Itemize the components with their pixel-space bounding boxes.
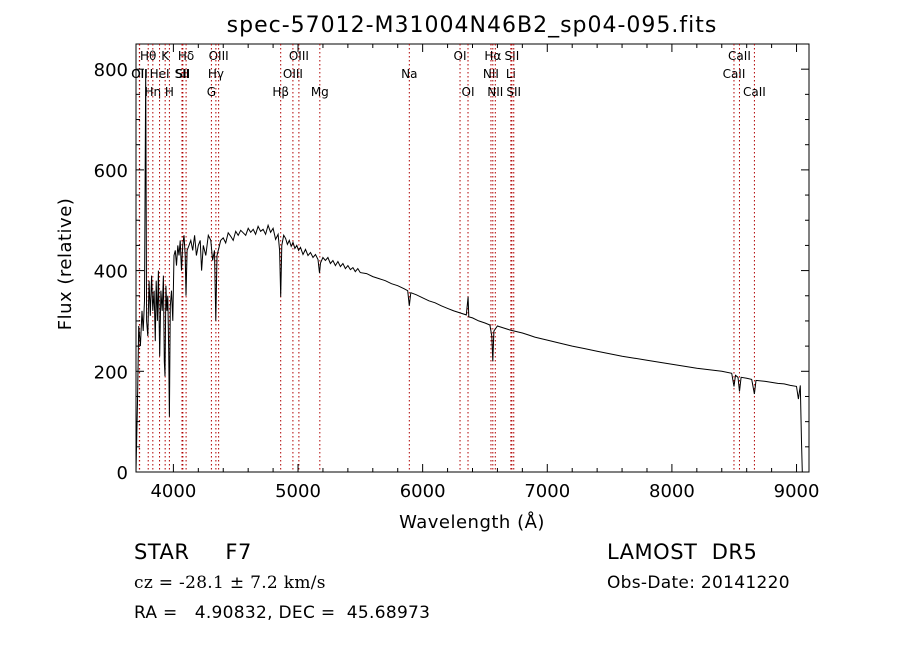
redshift-label: cz = -28.1 ± 7.2 km/s (134, 573, 326, 593)
line-marker-label: Li (506, 67, 516, 81)
line-marker-label: Hδ (178, 49, 194, 63)
x-tick-label: 4000 (150, 481, 196, 502)
line-marker-label: CaII (723, 67, 746, 81)
line-marker-label: H (165, 85, 174, 99)
line-marker-label: K (161, 49, 170, 63)
y-axis-label: Flux (relative) (55, 198, 76, 331)
line-marker-label: Hα (484, 49, 501, 63)
line-marker-label: SII (505, 49, 520, 63)
line-marker-label: OIII (209, 49, 229, 63)
spectrum-series-line (135, 69, 803, 473)
coordinates-label: RA = 4.90832, DEC = 45.68973 (134, 603, 431, 623)
line-marker-label: OII (131, 67, 148, 81)
axes: 4000 5000 6000 7000 8000 9000 0 200 400 600 800 (94, 44, 820, 502)
x-tick-label: 5000 (275, 481, 321, 502)
line-marker-label: OII (131, 67, 148, 81)
y-tick-label: 200 (94, 362, 128, 383)
line-marker-label: Hθ (140, 49, 156, 63)
x-tick-label: 9000 (774, 481, 820, 502)
line-marker-label: OI (462, 85, 475, 99)
line-marker-label: CaII (728, 49, 751, 63)
line-marker-label: NII (483, 67, 499, 81)
line-marker-label: Hβ (272, 85, 289, 99)
line-marker-label: NII (487, 85, 503, 99)
line-marker-label: SII (176, 67, 191, 81)
line-marker-label: SII (506, 85, 521, 99)
line-marker-label: OIII (289, 49, 309, 63)
y-tick-label: 800 (94, 60, 128, 81)
line-marker-label: Hη (145, 85, 162, 99)
obs-date-label: Obs-Date: 20141220 (607, 573, 790, 593)
line-marker-label: HeI (150, 67, 170, 81)
plot-frame (135, 43, 810, 473)
line-marker-label: OI (454, 49, 467, 63)
object-class-label: STAR F7 (134, 540, 252, 564)
line-marker-label: OIII (283, 67, 303, 81)
survey-label: LAMOST DR5 (607, 540, 758, 564)
emission-line-markers: OIIOIIHθHηHeIKHSIISIIHδGOIIIHγHβOIIIOIII… (131, 44, 766, 472)
y-tick-label: 600 (94, 161, 128, 182)
line-marker-label: G (207, 85, 216, 99)
chart-title: spec-57012-M31004N46B2_sp04-095.fits (227, 13, 718, 38)
y-tick-label: 0 (117, 463, 128, 484)
line-marker-label: Na (401, 67, 417, 81)
y-tick-label: 400 (94, 262, 128, 283)
x-axis-label: Wavelength (Å) (399, 511, 545, 533)
line-marker-label: Mg (311, 85, 329, 99)
x-tick-label: 6000 (400, 481, 446, 502)
x-tick-label: 8000 (649, 481, 695, 502)
x-tick-label: 7000 (524, 481, 570, 502)
line-marker-label: CaII (743, 85, 766, 99)
line-marker-label: Hγ (208, 67, 224, 81)
